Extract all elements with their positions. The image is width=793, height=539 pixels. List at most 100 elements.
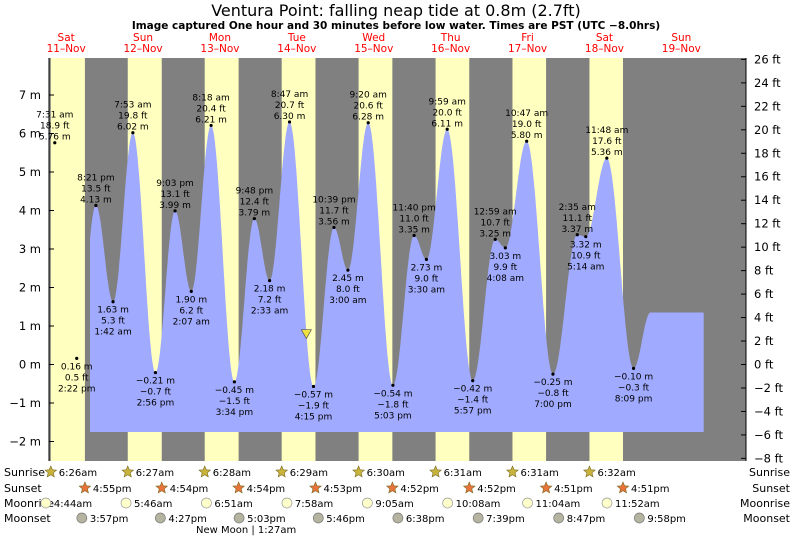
tide-meters: 2.18 m: [254, 285, 286, 295]
tide-time: 10:47 am: [505, 109, 548, 119]
sunset-icon: [616, 481, 630, 494]
sunrise-icon: [429, 465, 443, 478]
tide-meters: 3.03 m: [490, 252, 522, 262]
tide-point: [131, 131, 135, 135]
tide-meters: 6.21 m: [195, 115, 227, 125]
tide-feet: −0.3 ft: [618, 383, 650, 393]
tide-feet: 11.1 ft: [563, 214, 593, 224]
tide-time: 11:48 am: [585, 126, 628, 136]
day-date: 12–Nov: [123, 43, 162, 55]
left-tick-label: 2 m: [19, 281, 41, 295]
right-tick-label: −8 ft: [754, 451, 783, 465]
tide-point: [173, 209, 177, 213]
tide-point: [252, 216, 256, 221]
right-tick-label: 26 ft: [754, 52, 781, 66]
sunrise-time: 6:31am: [444, 468, 482, 479]
moonset-time: 8:47pm: [567, 514, 606, 525]
tide-point: [189, 289, 193, 293]
day-date: 15–Nov: [354, 43, 393, 55]
day-name: Sun: [671, 32, 691, 44]
left-tick-label: 7 m: [19, 88, 41, 102]
right-tick-label: 14 ft: [754, 193, 781, 207]
tide-feet: 13.5 ft: [81, 184, 111, 194]
day-name: Thu: [440, 32, 461, 44]
sunset-icon: [232, 481, 246, 494]
sunset-time: 4:54pm: [247, 484, 286, 495]
moonrise-icon: [201, 497, 212, 509]
sunset-time: 4:51pm: [554, 484, 593, 495]
tide-time: 2:07 am: [173, 317, 210, 327]
tide-time: 8:09 pm: [615, 394, 653, 404]
right-tick-label: 2 ft: [754, 334, 774, 348]
sunset-time: 4:51pm: [631, 484, 670, 495]
row-label-left: Sunrise: [4, 466, 45, 479]
sunset-icon: [155, 481, 169, 494]
tide-area: [90, 122, 704, 432]
sunrise-icon: [44, 465, 58, 478]
moonset-icon: [155, 512, 166, 524]
tide-point: [232, 380, 236, 384]
moonrise-icon: [442, 497, 454, 509]
row-label-right: Moonset: [743, 512, 790, 525]
tide-feet: −1.8 ft: [377, 400, 409, 410]
moonset-icon: [472, 512, 484, 524]
tide-time: 10:39 pm: [312, 195, 355, 205]
tide-feet: 20.0 ft: [432, 108, 462, 118]
tide-point: [111, 300, 115, 304]
left-tick-label: 4 m: [19, 204, 41, 218]
moonset-icon: [634, 512, 645, 524]
moonrise-icon: [601, 497, 613, 509]
moonset-icon: [233, 512, 245, 524]
tide-time: 2:35 am: [559, 203, 596, 213]
right-tick-label: 24 ft: [754, 76, 781, 90]
sunrise-icon: [121, 465, 135, 478]
left-tick-label: −2 m: [9, 435, 41, 449]
right-tick-label: −2 ft: [754, 381, 783, 395]
sunrise-icon: [352, 465, 366, 478]
tide-time: 5:57 pm: [454, 407, 492, 417]
moonset-time: 3:57pm: [90, 514, 129, 525]
tide-meters: −0.21 m: [136, 377, 175, 387]
tide-meters: 3.32 m: [570, 241, 602, 251]
chart-subtitle: Image captured One hour and 30 minutes b…: [132, 20, 660, 32]
tide-feet: 19.0 ft: [512, 120, 542, 130]
tide-time: 9:20 am: [350, 91, 387, 101]
tide-time: 3:00 am: [329, 296, 366, 306]
tide-point: [346, 268, 350, 272]
tide-time: 3:34 pm: [216, 408, 254, 418]
left-tick-label: 6 m: [19, 127, 41, 141]
day-date: 18–Nov: [585, 43, 624, 55]
tide-point: [311, 384, 316, 389]
day-name: Wed: [362, 32, 385, 44]
tide-meters: 4.13 m: [80, 195, 112, 205]
left-tick-label: 1 m: [19, 319, 41, 333]
tide-meters: 5.76 m: [39, 133, 71, 143]
right-tick-label: 20 ft: [754, 123, 781, 137]
tide-time: 8:47 am: [271, 90, 308, 100]
moonrise-icon: [281, 497, 293, 509]
tide-feet: −1.5 ft: [219, 397, 251, 407]
tide-time: 8:21 pm: [77, 173, 115, 183]
tide-meters: 3.79 m: [239, 209, 271, 219]
tide-feet: 11.0 ft: [399, 215, 429, 225]
tide-time: 7:31 am: [36, 111, 73, 121]
tide-feet: 20.6 ft: [353, 102, 383, 112]
tide-point: [209, 123, 213, 128]
sunrise-time: 6:29am: [290, 468, 328, 479]
tide-meters: −0.57 m: [294, 390, 333, 400]
tide-feet: 13.1 ft: [160, 190, 190, 200]
tide-point: [332, 225, 336, 230]
tide-meters: 3.99 m: [159, 201, 191, 211]
left-tick-label: 0 m: [19, 358, 41, 372]
day-name: Tue: [287, 32, 306, 44]
moonset-time: 7:39pm: [486, 514, 525, 525]
tide-feet: −1.9 ft: [298, 401, 330, 411]
sunrise-time: 6:28am: [213, 468, 251, 479]
tide-feet: 6.2 ft: [179, 306, 203, 316]
left-tick-label: −1 m: [9, 396, 41, 410]
moonset-icon: [312, 512, 324, 524]
tide-point: [391, 383, 395, 387]
tide-point: [287, 120, 292, 124]
tide-meters: 2.45 m: [332, 274, 364, 284]
sunset-time: 4:53pm: [323, 484, 362, 495]
